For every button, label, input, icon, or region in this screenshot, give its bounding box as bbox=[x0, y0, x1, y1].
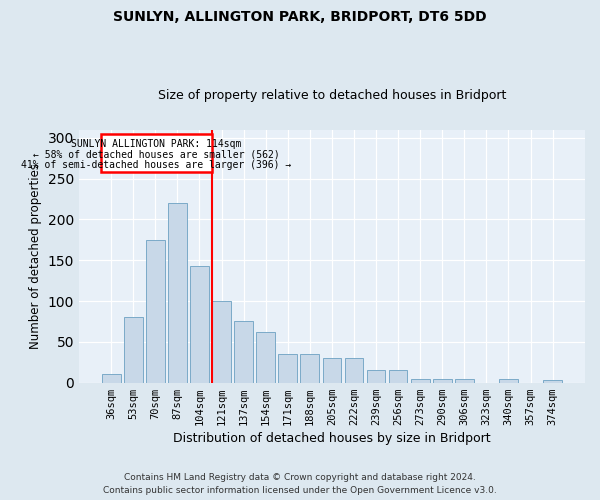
Bar bbox=[389, 370, 407, 382]
Bar bbox=[323, 358, 341, 382]
Bar bbox=[278, 354, 297, 382]
Title: Size of property relative to detached houses in Bridport: Size of property relative to detached ho… bbox=[158, 89, 506, 102]
Bar bbox=[234, 322, 253, 382]
Bar bbox=[190, 266, 209, 382]
Bar bbox=[433, 378, 452, 382]
Text: 41% of semi-detached houses are larger (396) →: 41% of semi-detached houses are larger (… bbox=[22, 160, 292, 170]
Bar bbox=[499, 380, 518, 382]
Bar bbox=[168, 203, 187, 382]
Bar bbox=[411, 378, 430, 382]
FancyBboxPatch shape bbox=[101, 134, 212, 172]
Bar bbox=[367, 370, 385, 382]
Text: SUNLYN, ALLINGTON PARK, BRIDPORT, DT6 5DD: SUNLYN, ALLINGTON PARK, BRIDPORT, DT6 5D… bbox=[113, 10, 487, 24]
X-axis label: Distribution of detached houses by size in Bridport: Distribution of detached houses by size … bbox=[173, 432, 491, 445]
Bar bbox=[124, 318, 143, 382]
Text: Contains HM Land Registry data © Crown copyright and database right 2024.
Contai: Contains HM Land Registry data © Crown c… bbox=[103, 474, 497, 495]
Text: SUNLYN ALLINGTON PARK: 114sqm: SUNLYN ALLINGTON PARK: 114sqm bbox=[71, 138, 242, 148]
Text: ← 58% of detached houses are smaller (562): ← 58% of detached houses are smaller (56… bbox=[33, 149, 280, 159]
Bar bbox=[543, 380, 562, 382]
Bar bbox=[256, 332, 275, 382]
Bar bbox=[146, 240, 165, 382]
Bar bbox=[344, 358, 364, 382]
Bar bbox=[102, 374, 121, 382]
Bar bbox=[301, 354, 319, 382]
Y-axis label: Number of detached properties: Number of detached properties bbox=[29, 163, 42, 349]
Bar bbox=[212, 301, 231, 382]
Bar bbox=[455, 378, 474, 382]
